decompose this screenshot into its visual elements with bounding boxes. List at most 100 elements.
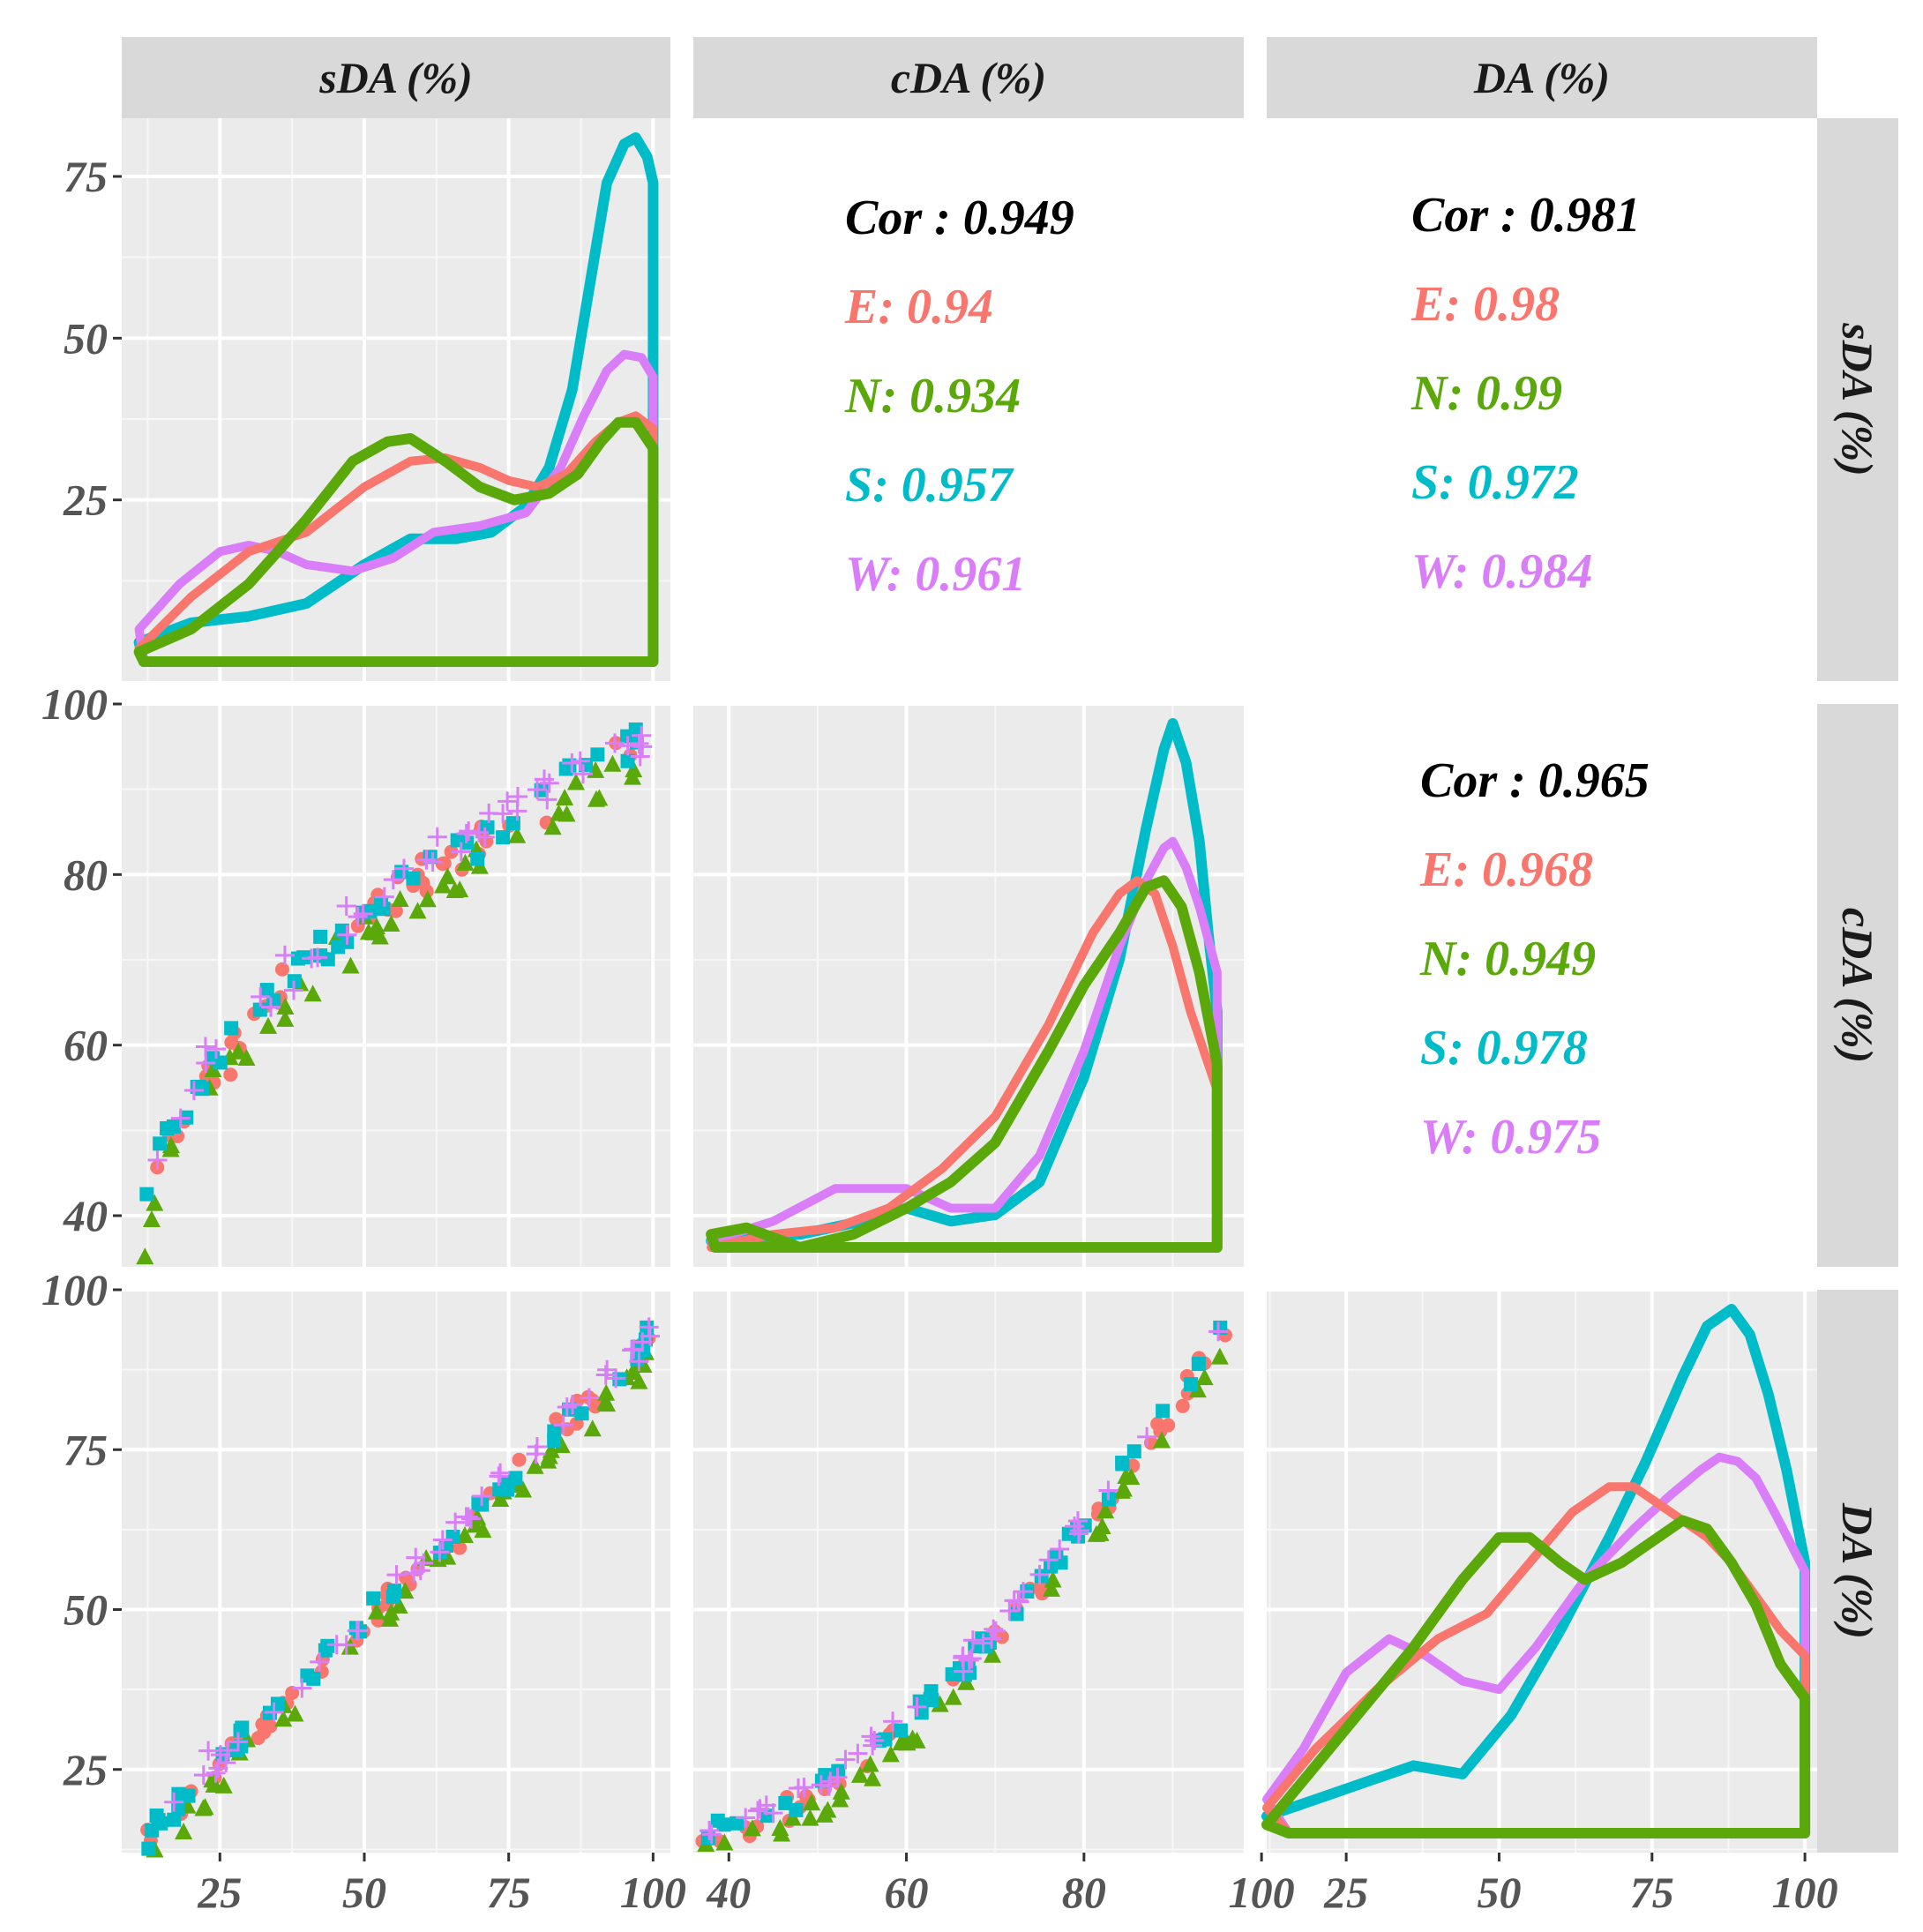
point-W: [261, 997, 281, 1017]
point-W: [605, 733, 625, 753]
column-strip-label: DA (%): [1473, 53, 1610, 102]
point-E: [263, 1719, 278, 1734]
group-correlation-N: N: 0.934: [844, 369, 1021, 423]
point-N: [259, 1016, 278, 1034]
point-N: [587, 790, 606, 807]
point-W: [861, 1726, 881, 1747]
panel-background: [1267, 1290, 1817, 1853]
y-axis: 25 50 75 100: [41, 1265, 122, 1794]
point-W: [1008, 1591, 1029, 1611]
point-N: [983, 1645, 1001, 1663]
point-W: [863, 1735, 883, 1756]
point-S: [500, 1482, 515, 1497]
point-S: [574, 1406, 589, 1421]
group-correlation-S: S: 0.978: [1420, 1021, 1588, 1075]
strip-background: [1817, 118, 1898, 681]
point-W: [183, 1080, 204, 1100]
row-strip: cDA (%): [1817, 704, 1898, 1267]
point-N: [944, 1688, 962, 1705]
point-S: [945, 1666, 960, 1681]
correlation-panel: Cor : 0.949 E: 0.94 N: 0.934 S: 0.957 W: 0.9…: [844, 191, 1074, 602]
group-correlation-W: W: 0.961: [845, 547, 1026, 602]
y-tick-label: 100: [41, 1265, 108, 1314]
y-tick-label: 75: [64, 1425, 108, 1474]
point-E: [549, 1412, 564, 1427]
point-W: [164, 1792, 184, 1812]
x-tick-label: 60: [885, 1868, 929, 1917]
row-strip-label: DA (%): [1833, 1502, 1882, 1639]
point-W: [736, 1808, 756, 1828]
point-N: [803, 1793, 821, 1811]
point-W: [489, 1466, 509, 1486]
point-S: [145, 1823, 160, 1838]
point-W: [493, 804, 513, 824]
x-tick-label: 25: [1323, 1868, 1368, 1917]
point-W: [606, 1368, 626, 1389]
point-W: [170, 1108, 191, 1128]
point-S: [213, 1055, 228, 1070]
point-E: [1161, 1418, 1176, 1433]
point-W: [632, 725, 652, 745]
point-W: [973, 1633, 993, 1653]
point-S: [894, 1723, 909, 1738]
point-N: [382, 1603, 400, 1621]
point-W: [490, 1463, 511, 1483]
point-W: [528, 780, 548, 800]
point-N: [1096, 1501, 1115, 1519]
point-N: [434, 876, 453, 894]
point-N: [229, 1042, 248, 1060]
point-E: [1175, 1398, 1190, 1413]
point-S: [259, 983, 274, 998]
point-N: [526, 1456, 544, 1474]
point-N: [456, 853, 475, 871]
point-N: [819, 1801, 837, 1818]
point-W: [461, 1509, 482, 1529]
point-N: [204, 1060, 222, 1078]
point-N: [556, 789, 574, 806]
point-S: [1191, 1357, 1206, 1372]
point-N: [552, 1436, 571, 1454]
point-N: [801, 1808, 819, 1826]
point-W: [432, 1530, 453, 1550]
point-S: [190, 1080, 205, 1095]
point-W: [1067, 1511, 1088, 1531]
point-W: [337, 925, 357, 945]
panel-0-0: [122, 118, 670, 681]
group-correlation-N: N: 0.99: [1410, 366, 1562, 421]
point-N: [625, 760, 643, 778]
point-N: [237, 1048, 256, 1066]
point-W: [292, 1678, 312, 1698]
point-N: [491, 1490, 510, 1508]
point-N: [850, 1765, 869, 1783]
point-W: [251, 986, 271, 1007]
point-N: [175, 1823, 193, 1840]
group-correlation-S: S: 0.972: [1411, 455, 1579, 510]
point-N: [276, 1009, 295, 1027]
point-S: [320, 952, 335, 967]
point-W: [848, 1743, 868, 1764]
point-W: [864, 1730, 885, 1750]
x-tick-label: 25: [197, 1868, 242, 1917]
point-N: [370, 927, 389, 945]
point-S: [139, 1187, 154, 1202]
point-E: [1150, 1417, 1165, 1432]
point-W: [274, 945, 295, 965]
point-W: [498, 791, 518, 812]
group-correlation-W: W: 0.975: [1420, 1110, 1601, 1164]
point-N: [931, 1695, 949, 1712]
x-axis: 40 60 80 100: [706, 1853, 1295, 1917]
point-W: [526, 1444, 546, 1464]
column-strip-label: cDA (%): [891, 53, 1046, 102]
point-S: [496, 830, 511, 845]
point-S: [1126, 1444, 1141, 1459]
x-tick-label: 100: [1772, 1868, 1838, 1917]
point-S: [153, 1136, 168, 1151]
point-S: [778, 1795, 793, 1810]
point-N: [438, 867, 457, 885]
point-S: [313, 929, 328, 944]
point-S: [1009, 1606, 1024, 1621]
strip-background: [1817, 704, 1898, 1267]
point-N: [715, 1833, 734, 1851]
point-W: [907, 1696, 927, 1717]
point-N: [1152, 1431, 1171, 1449]
